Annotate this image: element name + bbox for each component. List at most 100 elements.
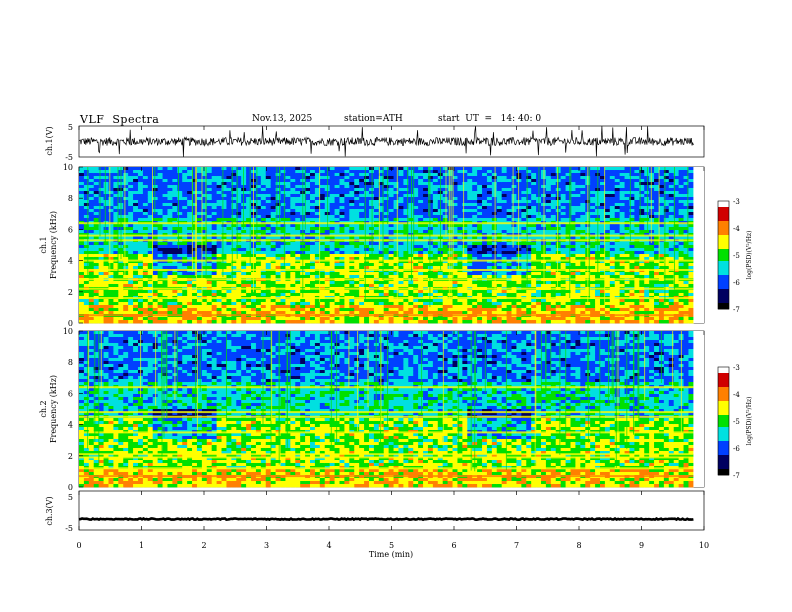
spectrogram-cell xyxy=(383,179,390,183)
spectrogram-cell xyxy=(295,206,301,210)
spectrogram-cell xyxy=(221,263,227,267)
spectrogram-cell xyxy=(442,212,449,216)
spectrogram-cell xyxy=(275,188,281,192)
spectrogram-cell xyxy=(236,224,242,228)
spectrogram-cell xyxy=(201,191,208,195)
spectrogram-cell xyxy=(482,209,488,213)
spectrogram-cell xyxy=(531,260,537,264)
spectrogram-cell xyxy=(162,182,168,186)
spectrogram-cell xyxy=(418,185,424,189)
spectrogram-cell xyxy=(196,206,203,210)
spectrogram-cell xyxy=(442,245,449,249)
spectrogram-cell xyxy=(339,311,345,315)
spectrogram-cell xyxy=(142,194,149,198)
spectrogram-cell xyxy=(359,248,365,252)
spectrogram-cell xyxy=(427,254,434,258)
spectrogram-cell xyxy=(137,281,144,285)
spectrogram-cell xyxy=(265,224,272,228)
spectrogram-cell xyxy=(521,212,527,216)
spectrogram-cell xyxy=(373,176,380,180)
spectrogram-cell xyxy=(373,248,380,252)
spectrogram-cell xyxy=(408,305,414,309)
spectrogram-cell xyxy=(442,200,449,204)
spectrogram-cell xyxy=(373,281,380,285)
spectrogram-cell xyxy=(192,182,198,186)
spectrogram-cell xyxy=(118,302,124,306)
spectrogram-cell xyxy=(172,170,178,174)
spectrogram-cell xyxy=(246,173,252,177)
spectrogram-cell xyxy=(359,176,365,180)
spectrogram-cell xyxy=(541,311,547,315)
spectrogram-cell xyxy=(231,194,237,198)
spectrogram-cell xyxy=(211,320,218,324)
spectrogram-cell xyxy=(442,215,449,219)
spectrogram-cell xyxy=(285,281,291,285)
spectrogram-cell xyxy=(83,227,90,231)
spectrogram-cell xyxy=(275,191,281,195)
spectrogram-cell xyxy=(310,311,316,315)
spectrogram-cell xyxy=(103,242,109,246)
spectrogram-cell xyxy=(187,224,193,228)
spectrogram-cell xyxy=(457,209,463,213)
spectrogram-cell xyxy=(496,299,503,303)
spectrogram-cell xyxy=(167,290,173,294)
spectrogram-cell xyxy=(378,236,385,240)
spectrogram-cell xyxy=(182,299,188,303)
spectrogram-cell xyxy=(506,248,512,252)
spectrogram-cell xyxy=(418,320,424,324)
spectrogram-cell xyxy=(334,248,340,252)
spectrogram-cell xyxy=(98,182,104,186)
spectrogram-cell xyxy=(452,224,458,228)
spectrogram-cell xyxy=(339,227,345,231)
spectrogram-cell xyxy=(275,266,281,270)
spectrogram-cell xyxy=(472,311,478,315)
spectrogram-cell xyxy=(354,275,360,279)
spectrogram-cell xyxy=(344,275,350,279)
spectrogram-cell xyxy=(128,170,134,174)
spectrogram-cell xyxy=(236,257,242,261)
spectrogram-cell xyxy=(462,248,468,252)
spectrogram-cell xyxy=(236,281,242,285)
spectrogram-cell xyxy=(147,215,154,219)
spectrogram-cell xyxy=(118,284,124,288)
spectrogram-cell xyxy=(226,308,232,312)
spectrogram-cell xyxy=(300,317,306,321)
spectrogram-cell xyxy=(128,185,134,189)
spectrogram-cell xyxy=(206,254,213,258)
spectrogram-cell xyxy=(526,245,532,249)
spectrogram-cell xyxy=(270,209,277,213)
spectrogram-cell xyxy=(236,176,242,180)
spectrogram-cell xyxy=(295,248,301,252)
spectrogram-cell xyxy=(157,206,163,210)
spectrogram-cell xyxy=(521,254,527,258)
spectrogram-cell xyxy=(83,257,90,261)
spectrogram-cell xyxy=(93,179,100,183)
spectrogram-cell xyxy=(393,311,399,315)
spectrogram-cell xyxy=(339,209,345,213)
spectrogram-cell xyxy=(211,224,218,228)
spectrogram-cell xyxy=(172,230,178,234)
spectrogram-cell xyxy=(359,182,365,186)
spectrogram-cell xyxy=(133,218,139,222)
spectrogram-cell xyxy=(467,215,473,219)
spectrogram-cell xyxy=(211,266,218,270)
spectrogram-cell xyxy=(177,320,183,324)
spectrogram-cell xyxy=(432,293,439,297)
spectrogram-cell xyxy=(216,275,222,279)
spectrogram-cell xyxy=(290,293,296,297)
spectrogram-cell xyxy=(226,290,232,294)
spectrogram-cell xyxy=(133,191,139,195)
spectrogram-cell xyxy=(368,293,375,297)
spectrogram-cell xyxy=(521,299,527,303)
spectrogram-cell xyxy=(236,308,242,312)
spectrogram-cell xyxy=(334,212,340,216)
spectrogram-cell xyxy=(354,206,360,210)
spectrogram-cell xyxy=(255,260,262,264)
spectrogram-cell xyxy=(211,188,218,192)
spectrogram-cell xyxy=(501,194,508,198)
spectrogram-cell xyxy=(423,212,429,216)
spectrogram-cell xyxy=(521,308,527,312)
spectrogram-cell xyxy=(501,236,508,240)
spectrogram-cell xyxy=(310,317,316,321)
spectrogram-cell xyxy=(427,266,434,270)
